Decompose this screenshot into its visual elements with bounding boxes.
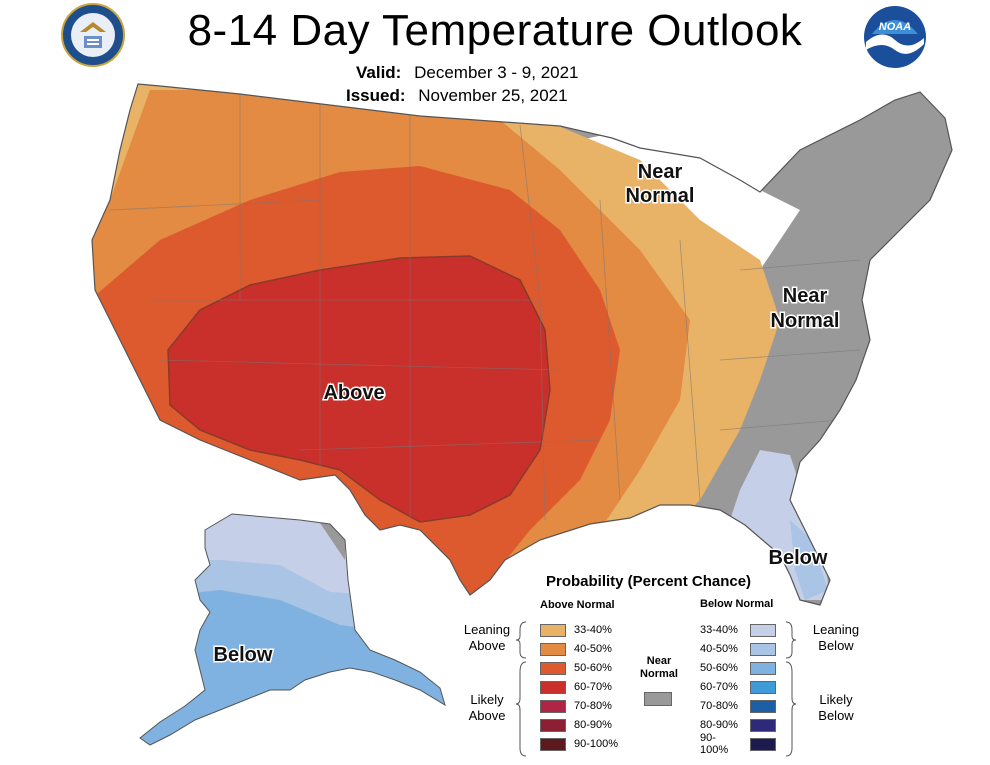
legend-above-range-label: 70-80% (574, 700, 612, 712)
alaska-zones (140, 514, 445, 745)
legend-below-range-label: 80-90% (700, 719, 738, 731)
legend-below-braces (785, 621, 797, 757)
above-label: Above (323, 382, 384, 404)
legend-above-range-label: 90-100% (574, 738, 619, 750)
legend-below-row: 40-50% (700, 642, 776, 656)
legend-above-row: 70-80% (540, 699, 612, 713)
legend-leaning-below: Leaning Below (800, 622, 872, 654)
legend-below-header: Below Normal (700, 598, 774, 610)
department-of-commerce-seal (61, 3, 125, 67)
conus-zones (92, 84, 952, 605)
issued-value: November 25, 2021 (418, 86, 568, 105)
legend-above-swatch (540, 699, 566, 713)
legend-likely-below-line1: Likely (819, 692, 853, 707)
legend-below-swatch (750, 699, 776, 713)
legend-near-normal-swatch (644, 692, 672, 706)
legend-likely-above-line2: Above (468, 708, 506, 723)
legend-above-swatch (540, 642, 566, 656)
near-normal-label-line1-east: Near (783, 285, 828, 307)
noaa-logo-text: NOAA (879, 21, 911, 33)
legend-below-swatch (750, 642, 776, 656)
legend-below-row: 33-40% (700, 623, 776, 637)
legend-title: Probability (Percent Chance) (546, 573, 752, 590)
legend-below-range-label: 33-40% (700, 624, 738, 636)
legend-near-normal-label: Near Normal (634, 655, 684, 681)
legend-below-swatch (750, 661, 776, 675)
legend-below-row: 90-100% (700, 732, 776, 756)
legend-above-range-label: 33-40% (574, 624, 612, 636)
legend-above-range-label: 50-60% (574, 662, 612, 674)
below-40-50-zone (790, 520, 828, 600)
legend-above-header: Above Normal (540, 599, 615, 611)
legend-below-row: 60-70% (700, 680, 776, 694)
legend-near-line1: Near (646, 655, 672, 667)
legend-above-swatch (540, 661, 566, 675)
legend-above-swatch (540, 680, 566, 694)
legend-above-range-label: 60-70% (574, 681, 612, 693)
legend-above-swatch (540, 737, 566, 751)
legend-below-range-label: 60-70% (700, 681, 738, 693)
legend-below-range-label: 40-50% (700, 643, 738, 655)
below-label-alaska: Below (214, 644, 273, 666)
legend-above-range-label: 80-90% (574, 719, 612, 731)
legend-above-row: 40-50% (540, 642, 612, 656)
legend-below-swatch (750, 623, 776, 637)
legend-above-range-label: 40-50% (574, 643, 612, 655)
legend-below-range-label: 70-80% (700, 700, 738, 712)
legend-below-row: 50-60% (700, 661, 776, 675)
legend-above-row: 60-70% (540, 680, 612, 694)
legend-likely-below: Likely Below (800, 692, 872, 724)
legend-leaning-above-line1: Leaning (463, 622, 511, 637)
near-normal-label-line2-east: Normal (771, 310, 840, 332)
legend-near-line2: Normal (640, 668, 678, 680)
valid-value: December 3 - 9, 2021 (414, 63, 579, 82)
noaa-logo: NOAA (864, 6, 926, 68)
legend-below-swatch (750, 737, 776, 751)
legend-below-row: 80-90% (700, 718, 776, 732)
legend-leaning-above-line2: Above (468, 638, 506, 653)
alaska-outline (139, 513, 446, 746)
legend-above-row: 90-100% (540, 737, 618, 751)
issued-row: Issued: November 25, 2021 (346, 86, 568, 106)
legend-above-swatch (540, 718, 566, 732)
legend-above-row: 80-90% (540, 718, 612, 732)
legend-leaning-above: Leaning Above (452, 622, 522, 654)
legend-above-row: 50-60% (540, 661, 612, 675)
legend-above-row: 33-40% (540, 623, 612, 637)
legend-likely-above-line1: Likely (470, 692, 504, 707)
state-borders (109, 90, 861, 521)
legend-below-range-label: 50-60% (700, 662, 738, 674)
legend-below-row: 70-80% (700, 699, 776, 713)
valid-label: Valid: (356, 63, 402, 82)
legend-likely-below-line2: Below (818, 708, 854, 723)
page-title: 8-14 Day Temperature Outlook (187, 6, 803, 55)
valid-row: Valid: December 3 - 9, 2021 (356, 63, 579, 83)
near-normal-label-line2-north: Normal (626, 185, 695, 207)
legend-above-braces (515, 621, 527, 757)
below-label-southeast: Below (769, 547, 828, 569)
legend-leaning-below-line1: Leaning (812, 622, 860, 637)
legend-below-range-label: 90-100% (700, 732, 729, 756)
legend-below-swatch (750, 680, 776, 694)
legend-below-swatch (750, 718, 776, 732)
legend-above-swatch (540, 623, 566, 637)
conus-outline (91, 83, 953, 606)
legend-likely-above: Likely Above (452, 692, 522, 724)
above-60-70-zone (167, 255, 551, 523)
legend-leaning-below-line2: Below (818, 638, 854, 653)
near-normal-label-line1-north: Near (638, 161, 683, 183)
issued-label: Issued: (346, 86, 406, 105)
